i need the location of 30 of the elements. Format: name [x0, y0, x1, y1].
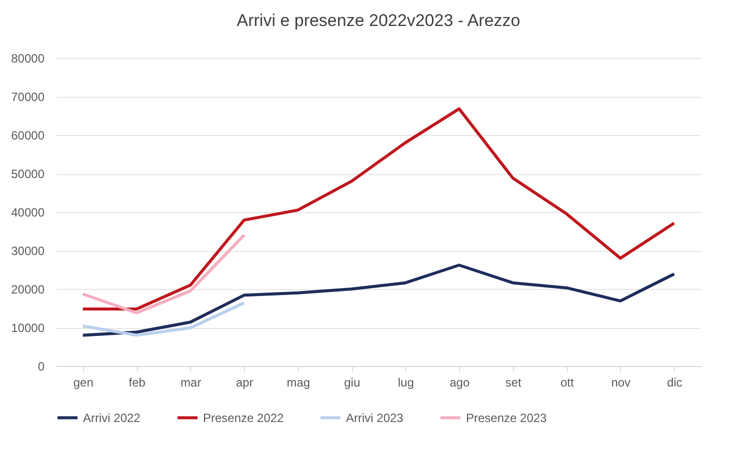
x-tick-label: set	[505, 376, 522, 390]
line-series	[81, 301, 246, 337]
line-series	[81, 264, 676, 337]
y-tick-label: 10000	[11, 321, 45, 335]
chart-title: Arrivi e presenze 2022v2023 - Arezzo	[236, 11, 520, 30]
y-tick-label: 40000	[11, 206, 45, 220]
x-tick-label: apr	[236, 376, 254, 390]
x-tick-label: ott	[560, 376, 574, 390]
x-tick-label: giu	[344, 376, 360, 390]
x-tick-label: nov	[611, 376, 631, 390]
y-tick-label: 70000	[11, 90, 45, 104]
legend-label: Arrivi 2022	[83, 410, 141, 425]
legend-label: Arrivi 2023	[346, 410, 404, 425]
x-tick-label: dic	[666, 376, 682, 390]
y-tick-label: 0	[38, 360, 45, 374]
legend-label: Presenze 2023	[466, 410, 548, 425]
x-tick-label: feb	[128, 376, 146, 390]
y-tick-label: 30000	[11, 244, 45, 258]
y-tick-label: 50000	[11, 167, 45, 181]
x-tick-label: gen	[73, 376, 94, 390]
x-tick-label: mar	[180, 376, 202, 390]
y-tick-label: 80000	[11, 52, 45, 66]
x-tick-label: ago	[450, 376, 470, 390]
line-series	[81, 234, 246, 314]
y-tick-label: 20000	[11, 282, 45, 296]
x-tick-label: lug	[398, 376, 414, 390]
x-tick-label: mag	[286, 376, 310, 390]
legend-label: Presenze 2022	[203, 410, 284, 425]
y-tick-label: 60000	[11, 128, 45, 142]
line-series	[81, 107, 676, 311]
